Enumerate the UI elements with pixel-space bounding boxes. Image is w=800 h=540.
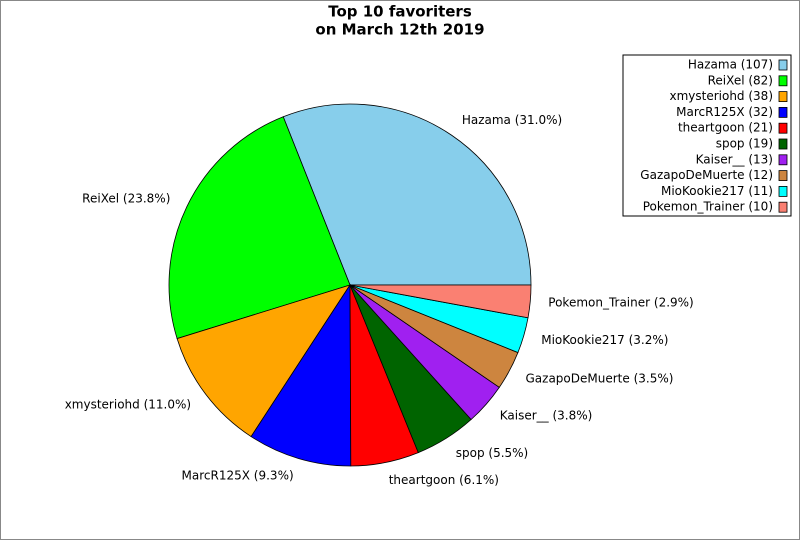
legend-label: Hazama (107) bbox=[688, 58, 773, 72]
legend-label: MioKookie217 (11) bbox=[661, 184, 773, 198]
legend-swatch bbox=[778, 201, 788, 213]
pie-slice bbox=[282, 103, 532, 286]
legend-label: Pokemon_Trainer (10) bbox=[643, 200, 773, 214]
legend-label: GazapoDeMuerte (12) bbox=[640, 168, 773, 182]
legend-swatch bbox=[778, 122, 788, 134]
legend-label: Kaiser__ (13) bbox=[696, 152, 773, 166]
legend-label: xmysteriohd (38) bbox=[669, 89, 773, 103]
slice-label: Hazama (31.0%) bbox=[462, 113, 562, 127]
legend-box bbox=[622, 54, 792, 217]
chart-title: on March 12th 2019 bbox=[315, 21, 484, 39]
legend-swatch bbox=[778, 154, 788, 166]
pie-slice bbox=[250, 283, 352, 467]
slice-label: MioKookie217 (3.2%) bbox=[541, 333, 668, 347]
pie-slice bbox=[168, 116, 351, 340]
legend-swatch bbox=[778, 185, 788, 197]
legend-label: ReiXel (82) bbox=[708, 73, 773, 87]
legend-label: spop (19) bbox=[716, 137, 773, 151]
legend-label: theartgoon (21) bbox=[678, 121, 773, 135]
legend-swatch bbox=[778, 138, 788, 150]
slice-label: ReiXel (23.8%) bbox=[82, 192, 170, 206]
pie-slice bbox=[349, 284, 532, 319]
pie-slice bbox=[176, 284, 351, 438]
slice-label: theartgoon (6.1%) bbox=[389, 473, 499, 487]
legend-swatch bbox=[778, 59, 788, 71]
legend-swatch bbox=[778, 91, 788, 102]
slice-label: MarcR125X (9.3%) bbox=[182, 468, 294, 482]
slice-label: Pokemon_Trainer (2.9%) bbox=[548, 296, 693, 310]
slice-label: spop (5.5%) bbox=[456, 446, 529, 460]
slice-label: GazapoDeMuerte (3.5%) bbox=[526, 372, 674, 386]
chart-title: Top 10 favoriters bbox=[328, 3, 472, 21]
legend-swatch bbox=[778, 170, 788, 182]
legend-swatch bbox=[778, 75, 788, 87]
slice-label: Kaiser__ (3.8%) bbox=[500, 409, 593, 423]
legend-label: MarcR125X (32) bbox=[676, 105, 773, 119]
legend-swatch bbox=[778, 107, 788, 118]
slice-label: xmysteriohd (11.0%) bbox=[65, 397, 191, 411]
